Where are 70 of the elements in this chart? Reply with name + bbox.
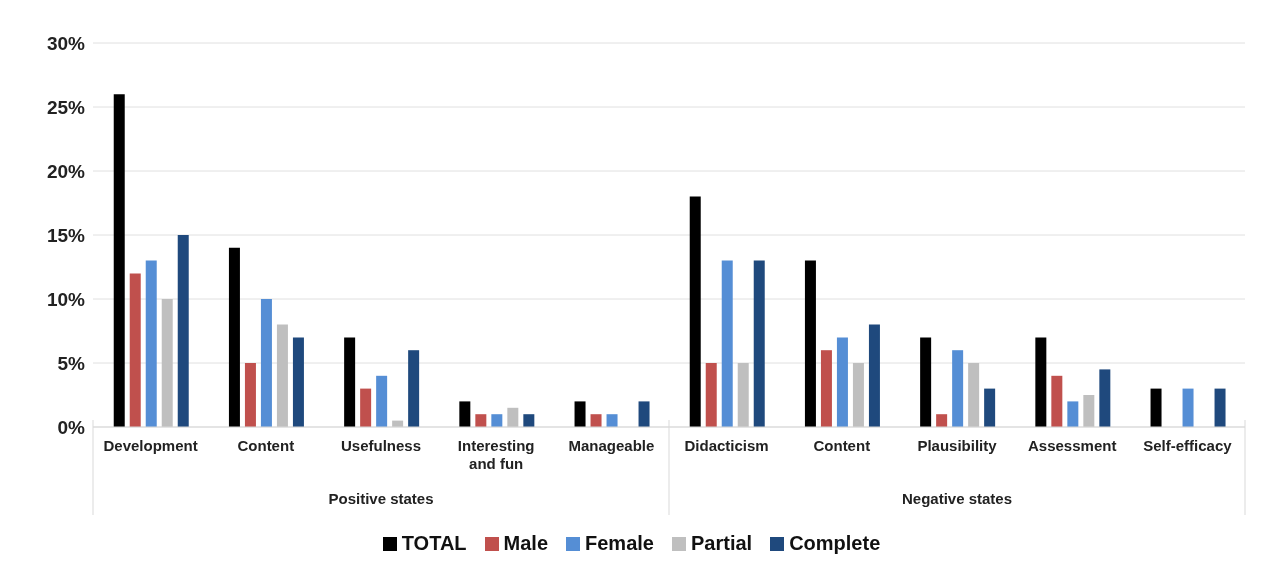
bar [968, 363, 980, 427]
bar [276, 324, 288, 427]
bar [804, 260, 816, 427]
bar [260, 299, 272, 427]
bar [984, 388, 996, 427]
bar [1051, 375, 1063, 427]
bar [852, 363, 864, 427]
y-tick-label: 25% [46, 96, 86, 118]
bar [753, 260, 765, 427]
bar [836, 337, 848, 427]
bar [475, 414, 487, 427]
y-tick-label: 10% [46, 288, 86, 310]
bar [228, 247, 240, 427]
bar [606, 414, 618, 427]
legend-label: Female [585, 532, 654, 555]
x-tick-label: Development [103, 437, 198, 454]
x-tick-label: Usefulness [340, 437, 422, 454]
bar [523, 414, 535, 427]
bar [1035, 337, 1047, 427]
bar [408, 350, 420, 427]
bar [344, 337, 356, 427]
legend-label: TOTAL [401, 532, 467, 555]
bar [1214, 388, 1226, 427]
x-tick-label: Manageable [568, 437, 655, 454]
bar [952, 350, 964, 427]
legend-label: Partial [690, 532, 753, 555]
x-tick-label: Content [813, 437, 871, 454]
x-tick-label: Content [237, 437, 295, 454]
bar [574, 401, 586, 427]
bar [129, 273, 141, 427]
bar [113, 94, 125, 427]
bar [936, 414, 948, 427]
y-tick-label: 5% [57, 352, 86, 374]
text: Positive states [327, 490, 435, 507]
bar [177, 235, 189, 427]
bar [1182, 388, 1194, 427]
bar [638, 401, 650, 427]
bar [1067, 401, 1079, 427]
x-tick-label: Interesting and fun [457, 437, 535, 472]
bar [376, 375, 388, 427]
y-tick-label: 20% [46, 160, 86, 182]
bar [1150, 388, 1162, 427]
bar [145, 260, 157, 427]
x-tick-label: Assessment [1028, 437, 1117, 454]
bar [820, 350, 832, 427]
y-tick-label: 0% [57, 416, 86, 438]
text: Negative states [900, 490, 1014, 507]
bar [292, 337, 304, 427]
x-tick-label: Didacticism [684, 437, 769, 454]
bar [737, 363, 749, 427]
legend-label: Complete [789, 532, 881, 555]
bar [721, 260, 733, 427]
y-tick-label: 30% [46, 32, 86, 54]
bar [1083, 395, 1095, 427]
bar [689, 196, 701, 427]
bar [1099, 369, 1111, 427]
bar [868, 324, 880, 427]
y-tick-label: 15% [46, 224, 86, 246]
bar [244, 363, 256, 427]
x-tick-label: Self-efficacy [1143, 437, 1233, 454]
bar [590, 414, 602, 427]
x-tick-label: Plausibility [917, 437, 998, 454]
bar [507, 407, 519, 427]
bar [360, 388, 372, 427]
bar [920, 337, 932, 427]
legend-label: Male [503, 532, 549, 555]
bar [491, 414, 503, 427]
bar [161, 299, 173, 427]
bar [459, 401, 471, 427]
bar [705, 363, 717, 427]
